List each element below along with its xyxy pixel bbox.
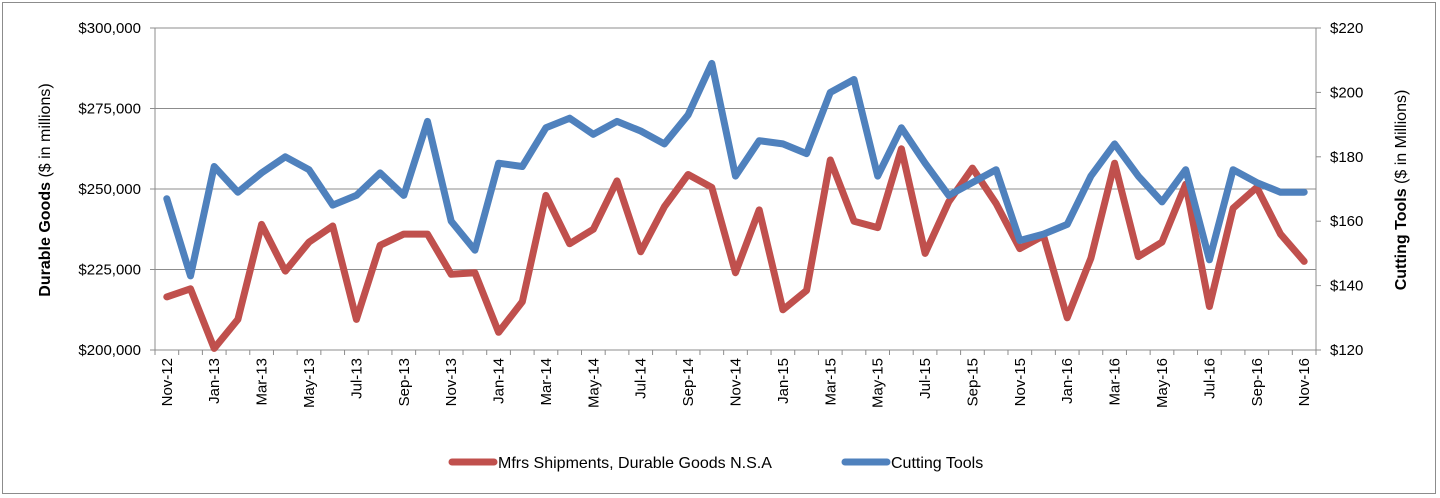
x-tick-label: Nov-14 xyxy=(728,358,745,406)
right-axis-title: Cutting Tools ($ in Millions) xyxy=(1393,90,1410,291)
left-tick-label: $300,000 xyxy=(78,20,141,37)
right-tick-label: $180 xyxy=(1330,149,1363,166)
x-tick-label: Nov-16 xyxy=(1296,358,1313,406)
series-layer xyxy=(163,59,1308,352)
left-tick-label: $250,000 xyxy=(78,181,141,198)
x-tick-label: Mar-14 xyxy=(538,358,555,406)
left-axis-title: Durable Goods ($ in millions) xyxy=(37,83,54,296)
x-tick-label: Jan-15 xyxy=(775,358,792,404)
legend: Mfrs Shipments, Durable Goods N.S.A Cutti… xyxy=(448,455,983,472)
x-tick-label: Nov-13 xyxy=(443,358,460,406)
x-tick-label: Jul-13 xyxy=(348,358,365,399)
x-tick-label: Nov-15 xyxy=(1012,358,1029,406)
x-tick-label: Sep-15 xyxy=(964,358,981,406)
right-tick-label: $120 xyxy=(1330,342,1363,359)
x-tick-label: Mar-16 xyxy=(1107,358,1124,406)
x-tick-label: Mar-15 xyxy=(822,358,839,406)
right-tick-label: $160 xyxy=(1330,213,1363,230)
gridlines xyxy=(155,27,1316,351)
x-tick-label: Jul-14 xyxy=(633,358,650,399)
x-tick-label: May-14 xyxy=(585,358,602,408)
left-tick-label: $275,000 xyxy=(78,101,141,118)
x-tick-label: Jul-16 xyxy=(1201,358,1218,399)
legend-label: Cutting Tools xyxy=(891,455,983,472)
x-tick-label: May-15 xyxy=(870,358,887,408)
x-tick-label: Nov-12 xyxy=(159,358,176,406)
x-tick-label: Sep-16 xyxy=(1249,358,1266,406)
x-tick-label: Jan-16 xyxy=(1059,358,1076,404)
x-tick-label: May-16 xyxy=(1154,358,1171,408)
x-tick-label: Sep-13 xyxy=(396,358,413,406)
x-tick-label: May-13 xyxy=(301,358,318,408)
legend-label: Mfrs Shipments, Durable Goods N.S.A xyxy=(498,455,772,472)
left-tick-label: $200,000 xyxy=(78,342,141,359)
right-axis-ticks: $120 $140 $160 $180 $200 $220 xyxy=(1316,20,1363,359)
x-tick-label: Jan-13 xyxy=(206,358,223,404)
left-axis-ticks: $200,000 $225,000 $250,000 $275,000 $300,000 xyxy=(78,20,155,359)
x-tick-label: Jul-15 xyxy=(917,358,934,399)
x-tick-label: Mar-13 xyxy=(254,358,271,406)
right-tick-label: $200 xyxy=(1330,84,1363,101)
right-tick-label: $220 xyxy=(1330,20,1363,37)
x-tick-label: Sep-14 xyxy=(680,358,697,406)
x-tick-label: Jan-14 xyxy=(491,358,508,404)
right-tick-label: $140 xyxy=(1330,278,1363,295)
left-tick-label: $225,000 xyxy=(78,262,141,279)
x-axis-ticks: Nov-12 Jan-13 Mar-13 May-13 Jul-13 Sep-13 Nov-… xyxy=(154,349,1317,408)
